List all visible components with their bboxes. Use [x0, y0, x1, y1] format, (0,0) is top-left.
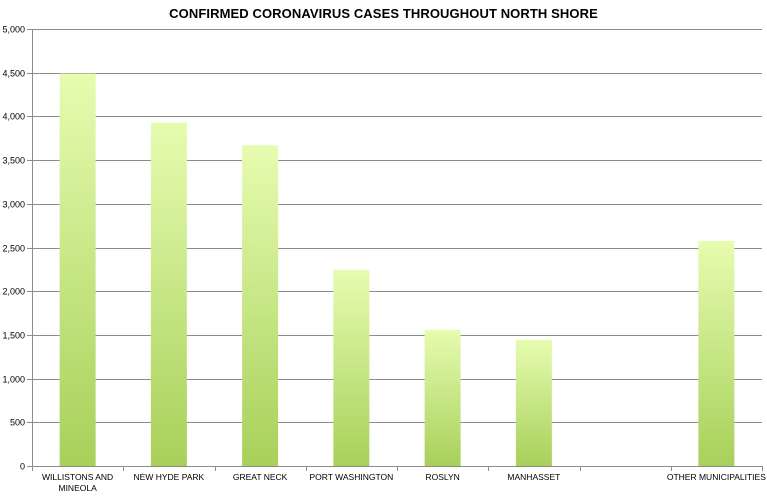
- x-tick-label: MINEOLA: [58, 483, 97, 493]
- bar: [150, 122, 187, 466]
- y-tick-label: 1,000: [2, 375, 25, 385]
- bar: [59, 73, 96, 466]
- x-tick-label: PORT WASHINGTON: [309, 472, 393, 482]
- x-tick-label: WILLISTONS AND: [42, 472, 113, 482]
- y-tick-label: 0: [20, 462, 25, 472]
- x-tick-label: MANHASSET: [507, 472, 560, 482]
- y-tick-label: 5,000: [2, 25, 25, 35]
- bar: [515, 339, 552, 466]
- y-tick-label: 4,000: [2, 112, 25, 122]
- y-tick-label: 1,500: [2, 331, 25, 341]
- y-tick-label: 500: [10, 418, 25, 428]
- y-tick-label: 2,500: [2, 244, 25, 254]
- y-tick-label: 3,000: [2, 200, 25, 210]
- y-tick-label: 3,500: [2, 156, 25, 166]
- chart-title: CONFIRMED CORONAVIRUS CASES THROUGHOUT N…: [169, 6, 598, 21]
- bar: [424, 329, 461, 466]
- bar: [333, 269, 370, 466]
- x-tick-label: ROSLYN: [425, 472, 459, 482]
- y-tick-label: 4,500: [2, 69, 25, 79]
- x-tick-label: GREAT NECK: [233, 472, 288, 482]
- x-tick-label: NEW HYDE PARK: [134, 472, 205, 482]
- y-tick-label: 2,000: [2, 287, 25, 297]
- bar: [698, 240, 735, 466]
- x-tick-label: OTHER MUNICIPALITIES: [667, 472, 766, 482]
- bar: [242, 145, 279, 466]
